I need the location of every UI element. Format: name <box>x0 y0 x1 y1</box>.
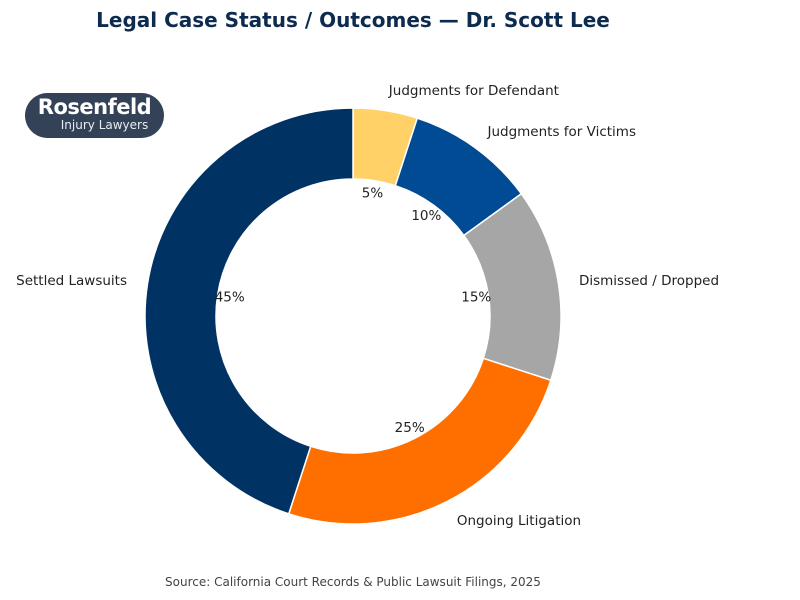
category-label: Dismissed / Dropped <box>579 273 719 289</box>
category-label: Settled Lawsuits <box>16 273 127 289</box>
value-label: 45% <box>215 289 245 305</box>
category-label: Judgments for Victims <box>486 124 635 140</box>
category-label: Ongoing Litigation <box>457 513 581 529</box>
rosenfeld-logo: Rosenfeld Injury Lawyers <box>25 93 164 138</box>
slice-ongoing-litigation <box>287 357 552 525</box>
category-label: Judgments for Defendant <box>388 83 559 99</box>
value-label: 10% <box>411 208 441 224</box>
logo-line1: Rosenfeld <box>37 95 152 119</box>
slice-settled-lawsuits <box>144 107 354 515</box>
value-label: 5% <box>362 186 384 202</box>
value-label: 25% <box>395 420 425 436</box>
source-note: Source: California Court Records & Publi… <box>165 575 541 589</box>
value-label: 15% <box>461 289 491 305</box>
chart-title: Legal Case Status / Outcomes — Dr. Scott… <box>96 8 610 32</box>
logo-line2: Injury Lawyers <box>60 118 149 132</box>
